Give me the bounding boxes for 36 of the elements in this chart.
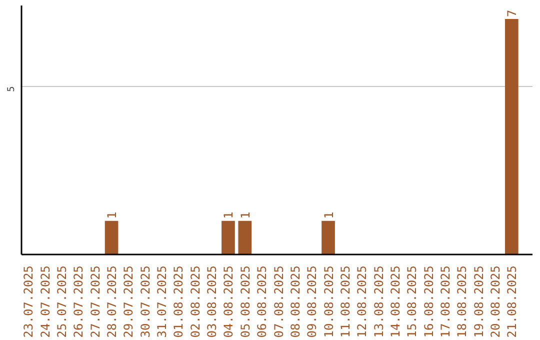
x-tick-label: 06.08.2025 [255,265,270,338]
x-tick-label: 21.08.2025 [505,265,520,338]
x-tick-label: 24.07.2025 [38,265,52,338]
x-tick-label: 05.08.2025 [238,265,252,338]
x-tick-label: 13.08.2025 [372,265,386,338]
x-tick-label: 20.08.2025 [488,265,502,338]
x-tick-label: 14.08.2025 [388,265,402,338]
x-tick-label: 09.08.2025 [305,265,320,338]
x-tick-label: 19.08.2025 [472,265,486,338]
x-tick-label: 28.07.2025 [105,265,120,338]
x-tick-label: 23.07.2025 [22,265,36,338]
x-tick-label: 18.08.2025 [455,265,470,338]
x-tick-label: 04.08.2025 [222,265,236,338]
data-label: 1 [322,212,336,219]
x-tick-label: 25.07.2025 [55,265,70,338]
x-tick-label: 29.07.2025 [122,265,136,338]
data-label: 1 [238,212,252,219]
x-tick-label: 30.07.2025 [138,265,152,338]
x-tick-label: 11.08.2025 [338,265,352,338]
x-tick-label: 01.08.2025 [172,265,186,338]
data-label: 1 [222,212,236,219]
x-tick-label: 27.07.2025 [88,265,102,338]
x-tick-label: 03.08.2025 [205,265,220,338]
x-tick-label: 26.07.2025 [72,265,86,338]
x-tick-label: 02.08.2025 [188,265,202,338]
data-label: 1 [105,212,120,219]
x-tick-label: 12.08.2025 [355,265,370,338]
x-tick-label: 16.08.2025 [422,265,436,338]
data-label: 7 [505,10,520,17]
x-tick-label: 10.08.2025 [322,265,336,338]
x-tick-label: 15.08.2025 [405,265,420,338]
x-tick-label: 31.07.2025 [155,265,170,338]
x-tick-label: 08.08.2025 [288,265,302,338]
y-tick-label: 5 [6,86,17,92]
x-tick-label: 07.08.2025 [272,265,286,338]
x-tick-label: 17.08.2025 [438,265,452,338]
